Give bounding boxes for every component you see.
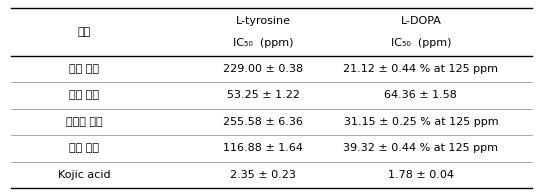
Text: 255.58 ± 6.36: 255.58 ± 6.36 bbox=[223, 117, 304, 127]
Text: 21.12 ± 0.44 % at 125 ppm: 21.12 ± 0.44 % at 125 ppm bbox=[343, 64, 498, 74]
Text: IC₅₀  (ppm): IC₅₀ (ppm) bbox=[233, 38, 294, 48]
Text: L-DOPA: L-DOPA bbox=[400, 16, 441, 26]
Text: 거제 감국: 거제 감국 bbox=[69, 64, 99, 74]
Text: 31.15 ± 0.25 % at 125 ppm: 31.15 ± 0.25 % at 125 ppm bbox=[344, 117, 498, 127]
Text: 제주도 감국: 제주도 감국 bbox=[66, 117, 103, 127]
Text: 53.25 ± 1.22: 53.25 ± 1.22 bbox=[227, 90, 300, 100]
Text: 2.35 ± 0.23: 2.35 ± 0.23 bbox=[230, 170, 296, 180]
Text: 태안 감국: 태안 감국 bbox=[69, 143, 99, 153]
Text: 시료: 시료 bbox=[78, 27, 91, 37]
Text: 64.36 ± 1.58: 64.36 ± 1.58 bbox=[384, 90, 457, 100]
Text: 39.32 ± 0.44 % at 125 ppm: 39.32 ± 0.44 % at 125 ppm bbox=[343, 143, 498, 153]
Text: 229.00 ± 0.38: 229.00 ± 0.38 bbox=[223, 64, 304, 74]
Text: 116.88 ± 1.64: 116.88 ± 1.64 bbox=[223, 143, 304, 153]
Text: 1.78 ± 0.04: 1.78 ± 0.04 bbox=[388, 170, 454, 180]
Text: IC₅₀  (ppm): IC₅₀ (ppm) bbox=[390, 38, 451, 48]
Text: Kojic acid: Kojic acid bbox=[58, 170, 110, 180]
Text: L-tyrosine: L-tyrosine bbox=[236, 16, 291, 26]
Text: 산청 감국: 산청 감국 bbox=[69, 90, 99, 100]
